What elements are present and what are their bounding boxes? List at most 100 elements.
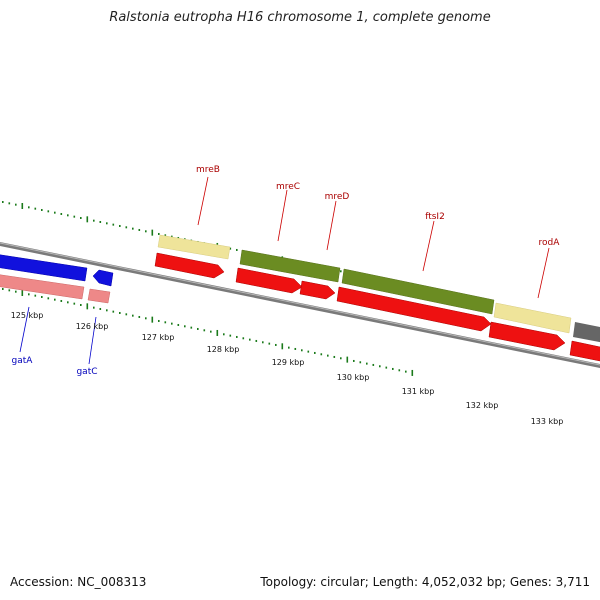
lower-tick-mark	[28, 293, 30, 296]
lower-tick-mark	[80, 303, 82, 306]
lower-tick-mark	[184, 325, 186, 328]
lower-tick-mark	[164, 321, 167, 324]
lower-tick-mark	[405, 370, 407, 373]
cds-arrow-mreD[interactable]	[299, 280, 336, 300]
lower-tick-mark	[60, 299, 63, 302]
lower-tick-mark	[249, 338, 251, 341]
upper-tick-mark	[158, 232, 160, 235]
leader-line-gatC	[88, 316, 97, 365]
lower-tick-mark	[158, 319, 160, 322]
gene-label-gatC: gatC	[76, 367, 97, 377]
lower-tick-mark	[34, 294, 37, 297]
gene-track-forward	[157, 234, 600, 343]
lower-tick-mark	[229, 334, 232, 337]
upper-tick-mark	[41, 208, 43, 211]
lower-tick-mark	[132, 314, 134, 317]
lower-tick-mark	[216, 329, 219, 336]
lower-tick-mark	[320, 353, 323, 356]
lower-tick-mark	[385, 366, 388, 369]
lower-tick-mark	[197, 327, 199, 330]
lower-tick-mark	[268, 342, 271, 345]
lower-tick-mark	[210, 330, 212, 333]
cds-arrow-mreC[interactable]	[235, 267, 303, 294]
genome-stats-text: Topology: circular; Length: 4,052,032 bp…	[260, 575, 590, 589]
lower-tick-mark	[21, 289, 24, 296]
lower-tick-mark	[392, 367, 394, 370]
gene-label-rodA: rodA	[539, 238, 561, 248]
gene-feature-next[interactable]	[573, 322, 600, 343]
upper-tick-mark	[112, 223, 115, 226]
reverse-strand-features	[0, 254, 114, 304]
gene-feature-mreC[interactable]	[239, 249, 341, 283]
lower-tick-mark	[359, 361, 362, 364]
upper-tick-mark	[106, 222, 108, 225]
upper-tick-mark	[54, 211, 56, 214]
tick-label: 132 kbp	[466, 401, 499, 410]
gene-feature-mreB[interactable]	[157, 234, 231, 260]
upper-tick-mark	[8, 202, 11, 205]
upper-tick-mark	[236, 248, 238, 251]
tick-labels: 125 kbp 126 kbp 127 kbp 128 kbp 129 kbp …	[11, 311, 564, 426]
lower-tick-mark	[307, 350, 310, 353]
lower-tick-mark	[41, 295, 43, 298]
leader-line-mreB	[197, 176, 209, 226]
upper-tick-mark	[28, 206, 30, 209]
lower-tick-mark	[73, 302, 76, 305]
cds-arrow-rodA[interactable]	[488, 321, 566, 351]
gene-feature-rodA[interactable]	[493, 302, 572, 334]
cds-arrow-mreB[interactable]	[154, 252, 225, 279]
genome-backbone	[0, 241, 600, 369]
lower-tick-mark	[15, 290, 17, 293]
gene-feature-ftsI2[interactable]	[341, 268, 495, 315]
lower-tick-mark	[93, 306, 95, 309]
gene-feature-gatC[interactable]	[87, 288, 111, 304]
upper-tick-mark	[15, 203, 17, 206]
cds-arrow-gatA[interactable]	[0, 254, 88, 282]
lower-tick-mark	[353, 359, 355, 362]
lower-tick-mark	[301, 349, 303, 352]
leader-line-ftsI2	[422, 220, 435, 272]
upper-tick-mark	[119, 224, 121, 227]
lower-tick-mark	[346, 356, 349, 363]
lower-tick-mark	[171, 322, 173, 325]
lower-tick-mark	[177, 323, 180, 326]
lower-tick-mark	[54, 298, 56, 301]
tick-label: 127 kbp	[142, 333, 175, 342]
lower-tick-mark	[138, 315, 141, 318]
gene-label-gatA: gatA	[12, 356, 34, 366]
lower-tick-mark	[411, 369, 414, 376]
gene-label-mreC: mreC	[276, 182, 300, 192]
lower-tick-mark	[314, 351, 316, 354]
tick-label: 126 kbp	[76, 322, 109, 331]
lower-tick-mark	[288, 346, 290, 349]
gene-label-ftsI2: ftsI2	[425, 212, 445, 222]
lower-tick-mark	[106, 309, 108, 312]
lower-tick-mark	[242, 337, 245, 340]
leader-line-mreC	[277, 189, 288, 242]
upper-tick-mark	[171, 235, 173, 238]
upper-tick-mark	[151, 229, 154, 236]
upper-tick-mark	[47, 210, 50, 213]
upper-tick-mark	[145, 230, 147, 233]
lower-tick-mark	[366, 362, 368, 365]
cds-arrow-next[interactable]	[569, 340, 600, 362]
upper-tick-mark	[60, 212, 63, 215]
tick-label: 125 kbp	[11, 311, 44, 320]
lower-tick-mark	[379, 365, 381, 368]
gene-label-mreB: mreB	[196, 165, 220, 175]
gene-label-mreD: mreD	[325, 192, 350, 202]
upper-tick-mark	[80, 216, 82, 219]
lower-tick-mark	[47, 297, 50, 300]
cds-arrow-gatC[interactable]	[92, 269, 114, 287]
lower-tick-mark	[255, 339, 258, 342]
lower-tick-mark	[236, 335, 238, 338]
lower-tick-mark	[8, 289, 11, 292]
upper-tick-mark	[93, 219, 95, 222]
lower-tick-mark	[145, 317, 147, 320]
upper-tick-mark	[125, 226, 128, 229]
gene-feature-gatA[interactable]	[0, 274, 85, 300]
cds-arrow-ftsI2[interactable]	[336, 286, 492, 332]
lower-tick-mark	[112, 310, 115, 313]
map-title: Ralstonia eutropha H16 chromosome 1, com…	[109, 10, 491, 25]
